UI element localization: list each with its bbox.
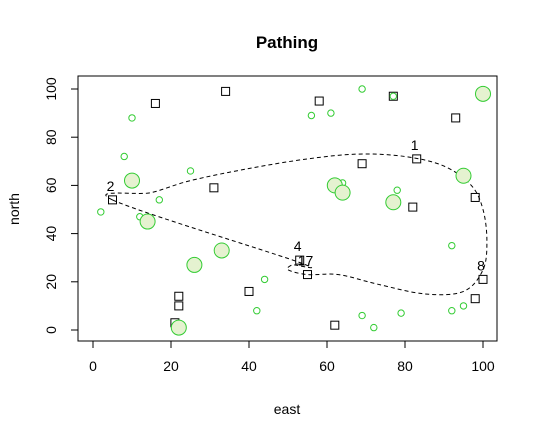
x-axis-label: east xyxy=(274,401,301,417)
small-circle-point xyxy=(307,111,316,120)
y-tick-label: 60 xyxy=(43,177,59,193)
small-circle-point xyxy=(186,167,195,175)
dashed-route-path xyxy=(105,153,488,296)
square-point xyxy=(174,301,184,311)
plot-frame xyxy=(77,75,498,342)
small-circle-point xyxy=(260,275,269,284)
axes: 0 20 40 60 80 100 0 20 40 60 80 100 xyxy=(43,77,495,374)
square-point xyxy=(314,96,324,106)
square-point xyxy=(357,159,367,169)
x-tick-label: 20 xyxy=(163,358,179,374)
large-circle-point xyxy=(124,172,140,189)
square-point xyxy=(108,195,117,205)
small-circle-point xyxy=(459,302,468,310)
square-point xyxy=(174,291,184,301)
small-circle-point xyxy=(155,196,164,204)
large-circle-point xyxy=(139,213,156,230)
square-point xyxy=(451,113,461,123)
square-point xyxy=(470,192,480,202)
small-circle-point xyxy=(448,241,456,250)
small-circle-point xyxy=(370,323,378,332)
small-circle-point xyxy=(389,92,397,100)
point-label: 2 xyxy=(107,178,115,194)
small-circle-point xyxy=(327,109,335,117)
large-circle-point xyxy=(455,167,472,184)
x-tick-label: 60 xyxy=(319,358,335,374)
x-tick-label: 0 xyxy=(89,358,97,374)
small-circle-point xyxy=(253,307,261,315)
square-point xyxy=(295,255,305,265)
y-tick-label: 100 xyxy=(43,77,59,101)
small-circle-point xyxy=(358,85,366,93)
square-point xyxy=(209,183,219,193)
small-circle-point xyxy=(97,208,105,216)
large-circle-point xyxy=(475,85,491,102)
square-point xyxy=(150,98,160,108)
large-circle-point xyxy=(213,242,230,259)
square-point xyxy=(408,202,418,212)
point-label: 1 xyxy=(411,137,419,153)
square-point xyxy=(412,154,422,164)
large-circle-point xyxy=(170,319,187,336)
square-point xyxy=(244,286,254,296)
y-tick-label: 80 xyxy=(43,129,59,145)
square-point xyxy=(303,270,312,280)
y-axis-label: north xyxy=(6,193,22,225)
point-label: 17 xyxy=(298,253,314,269)
x-tick-label: 80 xyxy=(397,358,413,374)
large-circle-point xyxy=(334,184,351,201)
square-point xyxy=(388,91,398,101)
small-circle-point xyxy=(128,114,136,122)
square-point xyxy=(221,86,231,96)
y-tick-label: 0 xyxy=(43,326,59,334)
square-point xyxy=(478,274,488,284)
points-layer xyxy=(97,85,491,336)
small-circle-point xyxy=(120,152,128,161)
x-tick-label: 100 xyxy=(471,358,495,374)
x-tick-label: 40 xyxy=(241,358,257,374)
point-labels-layer: 1 2 417 8 xyxy=(107,137,486,274)
chart-title: Pathing xyxy=(256,33,318,52)
point-label: 4 xyxy=(294,238,302,254)
large-circle-point xyxy=(186,256,203,273)
y-tick-label: 40 xyxy=(43,226,59,242)
large-circle-point xyxy=(385,194,402,211)
point-label: 8 xyxy=(477,257,485,273)
square-point xyxy=(470,294,480,304)
small-circle-point xyxy=(358,311,366,320)
small-circle-point xyxy=(397,309,405,317)
square-point xyxy=(330,320,340,330)
small-circle-point xyxy=(393,186,401,194)
small-circle-point xyxy=(448,307,456,315)
y-tick-label: 20 xyxy=(43,274,59,290)
path-layer xyxy=(105,153,488,296)
